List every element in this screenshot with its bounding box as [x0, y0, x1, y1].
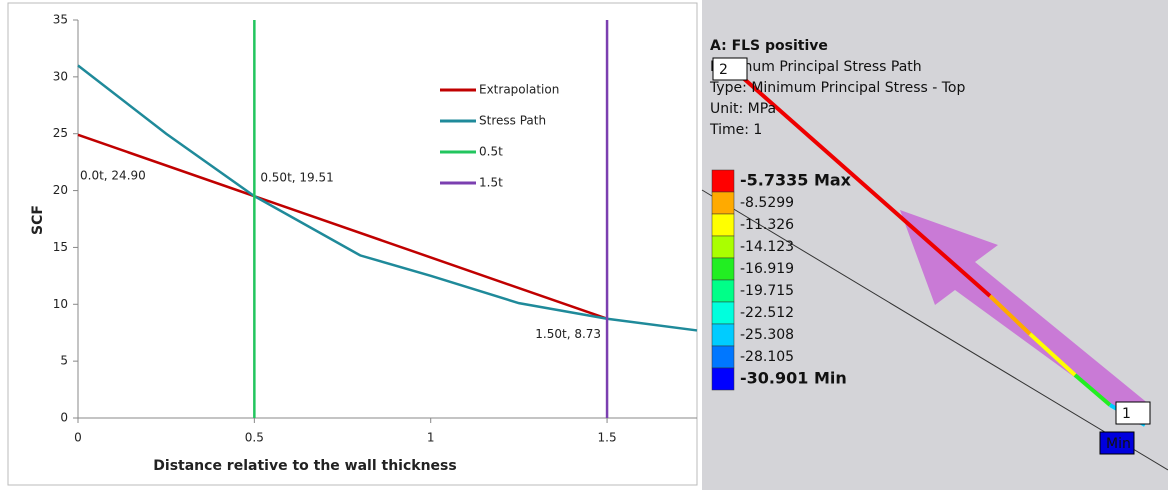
legend-value: -14.123 — [740, 239, 794, 255]
x-tick-label: 0.5 — [245, 431, 264, 445]
info-line: Type: Minimum Principal Stress - Top — [709, 80, 965, 96]
y-tick-label: 25 — [53, 126, 68, 140]
y-tick-label: 0 — [60, 411, 68, 425]
legend-value: -25.308 — [740, 327, 794, 343]
y-axis-label: SCF — [30, 205, 46, 235]
annotation: 0.0t, 24.90 — [80, 168, 146, 182]
y-tick-label: 30 — [53, 69, 68, 83]
legend-label: Stress Path — [479, 114, 546, 128]
x-axis-label: Distance relative to the wall thickness — [153, 458, 456, 474]
probe-label: Min — [1106, 436, 1131, 452]
page: Distance relative to the wall thickness … — [0, 0, 1168, 490]
legend-value: -19.715 — [740, 283, 794, 299]
legend-label: 0.5t — [479, 145, 503, 159]
y-tick-label: 15 — [53, 240, 68, 254]
annotation: 1.50t, 8.73 — [535, 327, 601, 341]
info-line: A: FLS positive — [710, 38, 828, 54]
y-tick-label: 10 — [53, 297, 68, 311]
legend-color — [712, 346, 734, 368]
legend-value: -30.901 Min — [740, 369, 847, 388]
probe-label: 2 — [719, 62, 728, 78]
x-tick-label: 1 — [427, 431, 435, 445]
legend-color — [712, 170, 734, 192]
legend-color — [712, 280, 734, 302]
legend-color — [712, 258, 734, 280]
legend-color — [712, 214, 734, 236]
legend-label: Extrapolation — [479, 83, 559, 97]
x-tick-label: 1.5 — [598, 431, 617, 445]
y-tick-label: 5 — [60, 354, 68, 368]
legend-color — [712, 236, 734, 258]
legend-color — [712, 302, 734, 324]
legend-value: -16.919 — [740, 261, 794, 277]
info-line: Unit: MPa — [710, 101, 776, 117]
chart: Distance relative to the wall thickness … — [8, 3, 697, 485]
x-tick-label: 0 — [74, 431, 82, 445]
y-tick-label: 35 — [53, 13, 68, 27]
legend-value: -11.326 — [740, 217, 794, 233]
annotation: 0.50t, 19.51 — [260, 171, 333, 185]
probe-label: 1 — [1122, 406, 1131, 422]
legend-value: -5.7335 Max — [740, 171, 852, 190]
legend-value: -22.512 — [740, 305, 794, 321]
chart-frame — [8, 3, 697, 485]
y-tick-label: 20 — [53, 183, 68, 197]
legend-value: -8.5299 — [740, 195, 794, 211]
legend-label: 1.5t — [479, 176, 503, 190]
legend-value: -28.105 — [740, 349, 794, 365]
legend-color — [712, 368, 734, 390]
legend-color — [712, 192, 734, 214]
info-line: Time: 1 — [709, 122, 762, 138]
legend-color — [712, 324, 734, 346]
